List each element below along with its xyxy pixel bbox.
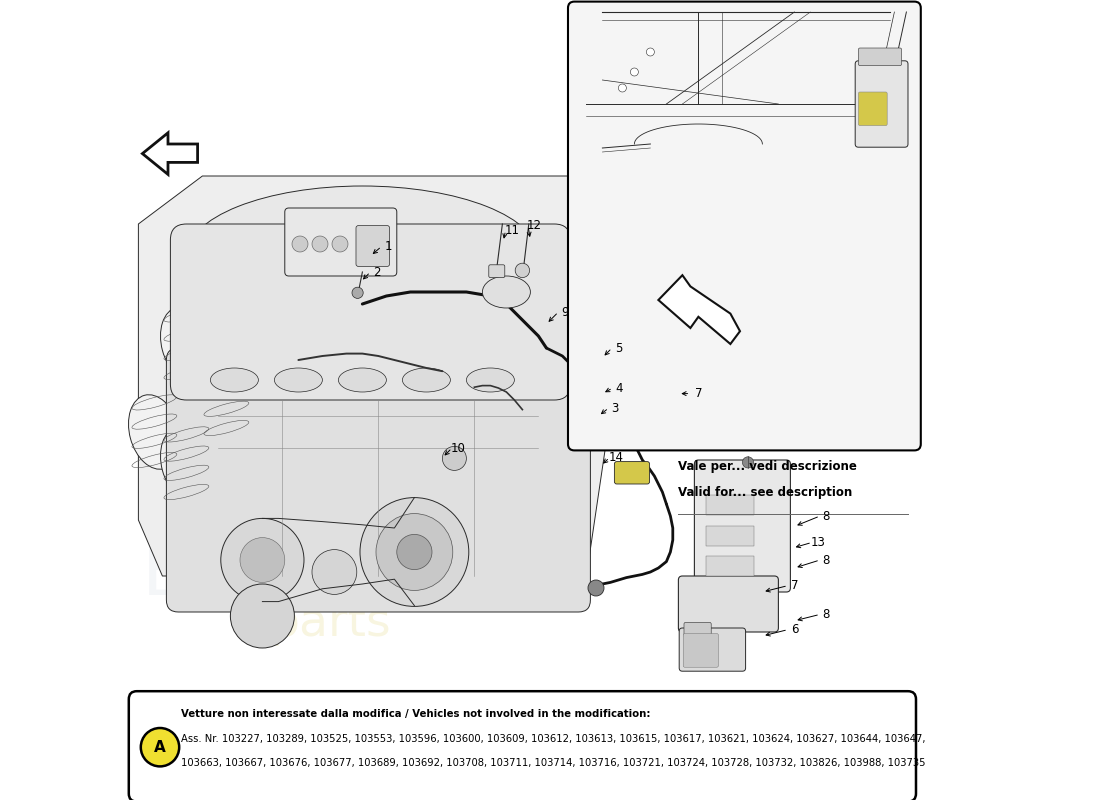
- Text: 9: 9: [561, 306, 569, 318]
- FancyBboxPatch shape: [858, 92, 888, 126]
- Bar: [706, 495, 755, 515]
- Circle shape: [588, 580, 604, 596]
- Text: 3: 3: [612, 402, 619, 414]
- Circle shape: [442, 446, 466, 470]
- Text: 103663, 103667, 103676, 103677, 103689, 103692, 103708, 103711, 103714, 103716, : 103663, 103667, 103676, 103677, 103689, …: [180, 758, 925, 768]
- Ellipse shape: [161, 306, 212, 382]
- Text: 2: 2: [373, 266, 381, 278]
- Circle shape: [230, 584, 295, 648]
- FancyBboxPatch shape: [855, 61, 908, 147]
- Text: 8: 8: [823, 608, 830, 621]
- Ellipse shape: [200, 362, 252, 438]
- Text: A: A: [154, 740, 166, 754]
- FancyBboxPatch shape: [170, 224, 571, 400]
- Circle shape: [397, 534, 432, 570]
- Ellipse shape: [186, 186, 538, 326]
- Circle shape: [742, 457, 754, 468]
- Text: parts: parts: [270, 602, 392, 646]
- FancyBboxPatch shape: [683, 634, 718, 667]
- Ellipse shape: [161, 426, 212, 502]
- Polygon shape: [142, 133, 198, 174]
- Text: Ass. Nr. 103227, 103289, 103525, 103553, 103596, 103600, 103609, 103612, 103613,: Ass. Nr. 103227, 103289, 103525, 103553,…: [180, 734, 925, 744]
- Text: 12: 12: [527, 219, 542, 232]
- FancyBboxPatch shape: [684, 622, 712, 638]
- Circle shape: [141, 728, 179, 766]
- Ellipse shape: [210, 368, 258, 392]
- Text: Vale per... vedi descrizione: Vale per... vedi descrizione: [679, 460, 857, 473]
- FancyBboxPatch shape: [129, 691, 916, 800]
- Circle shape: [312, 236, 328, 252]
- Text: Eur: Eur: [142, 542, 263, 610]
- FancyBboxPatch shape: [615, 462, 650, 484]
- Text: 8: 8: [823, 554, 830, 566]
- Ellipse shape: [403, 368, 450, 392]
- Text: since 1965: since 1965: [263, 379, 430, 469]
- Circle shape: [312, 550, 356, 594]
- FancyBboxPatch shape: [285, 208, 397, 276]
- Circle shape: [647, 48, 654, 56]
- Text: 7: 7: [791, 579, 799, 592]
- Circle shape: [352, 287, 363, 298]
- Text: 7: 7: [694, 387, 702, 400]
- Circle shape: [292, 236, 308, 252]
- FancyBboxPatch shape: [679, 576, 779, 632]
- Text: 6: 6: [791, 623, 799, 636]
- Bar: [706, 526, 755, 546]
- Text: Vetture non interessate dalla modifica / Vehicles not involved in the modificati: Vetture non interessate dalla modifica /…: [180, 709, 650, 718]
- Ellipse shape: [466, 368, 515, 392]
- Ellipse shape: [129, 394, 180, 470]
- FancyBboxPatch shape: [488, 265, 505, 278]
- Ellipse shape: [274, 368, 322, 392]
- Text: 4: 4: [615, 382, 623, 394]
- Text: Valid for... see description: Valid for... see description: [679, 486, 853, 498]
- Text: 10: 10: [451, 442, 465, 454]
- Text: 14: 14: [608, 451, 624, 464]
- Text: 11: 11: [505, 224, 519, 237]
- FancyBboxPatch shape: [575, 416, 596, 434]
- Circle shape: [332, 236, 348, 252]
- Circle shape: [221, 518, 304, 602]
- Circle shape: [515, 263, 529, 278]
- Circle shape: [240, 538, 285, 582]
- Text: 1: 1: [384, 240, 392, 253]
- Ellipse shape: [483, 276, 530, 308]
- Circle shape: [376, 514, 453, 590]
- Bar: [706, 556, 755, 576]
- Circle shape: [630, 68, 638, 76]
- Text: 5: 5: [615, 342, 623, 354]
- FancyBboxPatch shape: [694, 460, 791, 592]
- Circle shape: [360, 498, 469, 606]
- Ellipse shape: [339, 368, 386, 392]
- FancyBboxPatch shape: [679, 628, 746, 671]
- FancyBboxPatch shape: [166, 348, 591, 612]
- FancyBboxPatch shape: [858, 48, 902, 66]
- Polygon shape: [139, 176, 618, 576]
- Polygon shape: [659, 275, 740, 344]
- Text: 8: 8: [823, 510, 830, 522]
- Circle shape: [618, 84, 626, 92]
- Text: 13: 13: [811, 536, 826, 549]
- FancyBboxPatch shape: [568, 2, 921, 450]
- FancyBboxPatch shape: [356, 226, 389, 266]
